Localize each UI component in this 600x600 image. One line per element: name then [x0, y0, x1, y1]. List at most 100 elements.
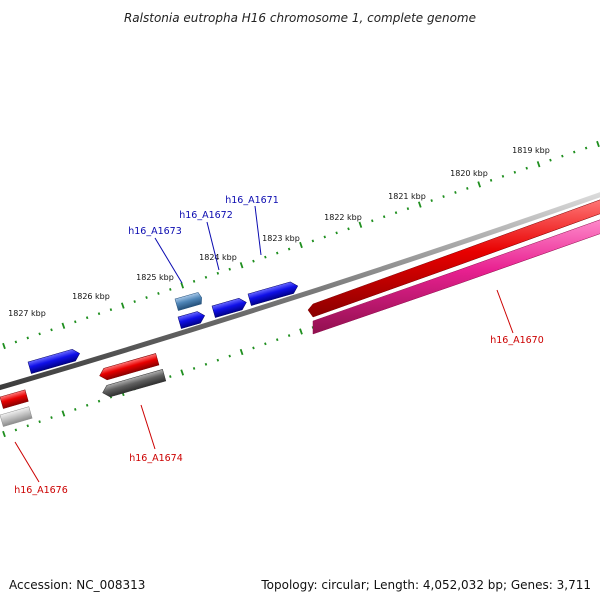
gene-labels: h16_A1670 h16_A1671 h16_A1672 h16_A1673 …: [14, 195, 544, 496]
major-tick: [477, 181, 482, 188]
minor-tick: [204, 275, 208, 279]
leader-line-h16-a1674: [140, 404, 156, 450]
major-tick: [61, 322, 66, 329]
minor-tick: [50, 416, 53, 420]
minor-tick: [97, 312, 101, 316]
minor-tick: [169, 288, 172, 291]
scale-label-1827: 1827 kbp: [8, 309, 46, 318]
major-tick: [299, 241, 303, 249]
gene-feature-h16-a1673: [177, 311, 205, 329]
gene-feature: [27, 349, 80, 374]
gene-feature-h16-a1672: [211, 298, 247, 318]
gene-label-h16-a1676[interactable]: h16_A1676: [14, 485, 68, 496]
major-tick: [417, 201, 422, 208]
major-tick: [180, 369, 185, 376]
minor-tick: [442, 195, 445, 198]
minor-tick: [454, 191, 457, 194]
gene-feature-h16-a1676: [0, 406, 33, 427]
gene-feature: [174, 292, 202, 311]
minor-tick: [382, 215, 386, 219]
minor-tick: [97, 399, 101, 403]
minor-tick: [216, 271, 220, 275]
minor-tick: [38, 420, 41, 424]
minor-tick: [287, 247, 291, 251]
minor-tick: [371, 219, 374, 223]
minor-tick: [275, 338, 279, 342]
minor-tick: [335, 231, 338, 235]
map-title: Ralstonia eutropha H16 chromosome 1, com…: [124, 11, 476, 25]
major-tick: [596, 140, 600, 148]
leader-line-h16-a1672: [206, 221, 220, 271]
gene-label-h16-a1673[interactable]: h16_A1673: [128, 226, 182, 237]
major-tick: [2, 430, 6, 438]
outer-scale-ticks: [2, 140, 600, 350]
accession-text: Accession: NC_008313: [9, 578, 146, 592]
major-tick: [239, 348, 244, 356]
minor-tick: [26, 336, 30, 340]
leader-line-h16-a1676: [14, 441, 40, 483]
minor-tick: [14, 428, 18, 432]
minor-tick: [169, 375, 172, 379]
minor-tick: [323, 235, 327, 239]
scale-label-1820: 1820 kbp: [450, 169, 488, 178]
minor-tick: [406, 207, 410, 211]
minor-tick: [228, 267, 231, 271]
minor-tick: [26, 424, 30, 428]
minor-tick: [109, 308, 113, 312]
minor-tick: [311, 239, 315, 243]
major-tick: [2, 342, 6, 350]
leader-line-h16-a1673: [154, 237, 183, 284]
gene-feature-h16-a1671: [247, 281, 299, 306]
minor-tick: [252, 259, 255, 263]
minor-tick: [572, 150, 576, 154]
minor-tick: [252, 346, 255, 350]
gene-feature-h16-a1674: [102, 369, 167, 398]
minor-tick: [133, 300, 136, 303]
chromosome-backbone: [0, 192, 600, 391]
major-tick: [299, 328, 303, 335]
gene-label-h16-a1671[interactable]: h16_A1671: [225, 195, 279, 206]
minor-tick: [430, 199, 433, 202]
gene-label-h16-a1674[interactable]: h16_A1674: [129, 453, 183, 464]
gene-feature: [0, 389, 29, 409]
gene-feature: [99, 353, 160, 381]
scale-label-1826: 1826 kbp: [72, 292, 110, 301]
major-tick: [120, 302, 125, 309]
scale-label-1819: 1819 kbp: [512, 146, 550, 155]
minor-tick: [394, 211, 398, 215]
label-leader-lines: [14, 205, 514, 483]
leader-line-h16-a1670: [496, 289, 514, 334]
gene-label-h16-a1670[interactable]: h16_A1670: [490, 335, 544, 346]
minor-tick: [549, 158, 552, 162]
minor-tick: [525, 166, 528, 170]
major-tick: [536, 161, 541, 168]
minor-tick: [264, 342, 267, 346]
minor-tick: [192, 279, 196, 283]
minor-tick: [74, 407, 77, 411]
scale-label-1823: 1823 kbp: [262, 234, 300, 243]
scale-labels: 1819 kbp 1820 kbp 1821 kbp 1822 kbp 1823…: [8, 146, 550, 318]
gene-label-h16-a1672[interactable]: h16_A1672: [179, 210, 233, 221]
scale-label-1821: 1821 kbp: [388, 192, 426, 201]
scale-label-1824: 1824 kbp: [199, 253, 237, 262]
minor-tick: [38, 332, 41, 336]
minor-tick: [216, 358, 220, 362]
minor-tick: [561, 154, 564, 158]
minor-tick: [489, 178, 493, 182]
minor-tick: [85, 403, 89, 407]
minor-tick: [275, 251, 279, 255]
minor-tick: [192, 366, 196, 370]
minor-tick: [501, 174, 505, 178]
minor-tick: [145, 296, 148, 299]
minor-tick: [157, 292, 160, 295]
major-tick: [180, 282, 185, 289]
minor-tick: [264, 255, 267, 259]
minor-tick: [85, 316, 89, 320]
minor-tick: [204, 362, 208, 366]
minor-tick: [14, 340, 18, 344]
reverse-strand-genes: [0, 353, 167, 427]
major-tick: [239, 262, 244, 269]
major-tick: [358, 221, 363, 228]
